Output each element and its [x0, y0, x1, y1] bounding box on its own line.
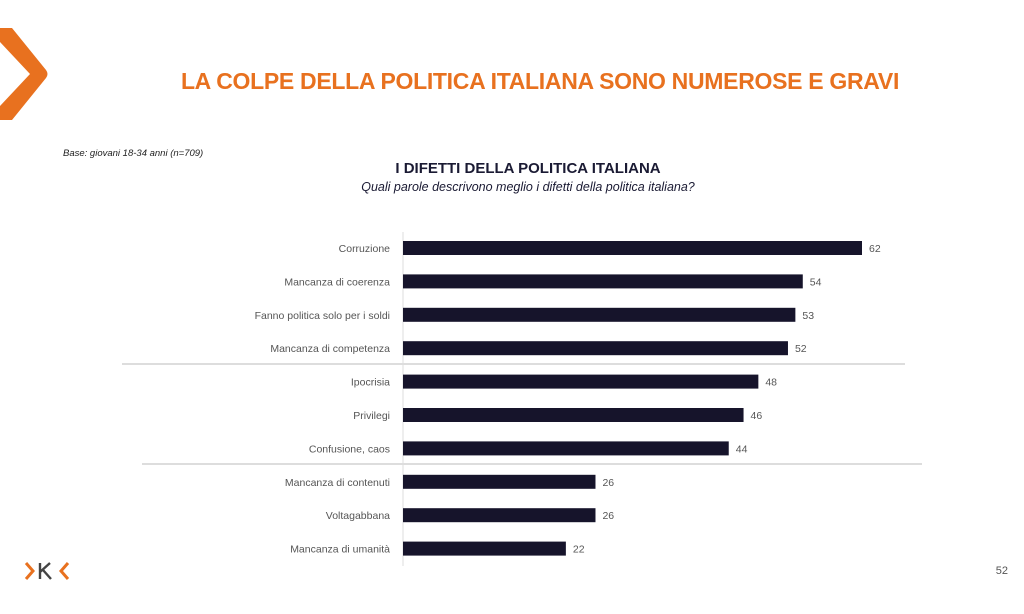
- category-label: Voltagabbana: [326, 510, 390, 522]
- category-label: Mancanza di contenuti: [285, 477, 390, 489]
- data-label: 26: [602, 510, 614, 522]
- data-label: 46: [751, 410, 763, 422]
- bar: [403, 408, 744, 422]
- data-label: 48: [765, 377, 777, 389]
- page-title: LA COLPE DELLA POLITICA ITALIANA SONO NU…: [180, 68, 900, 94]
- category-label: Mancanza di competenza: [270, 343, 390, 355]
- chart-subtitle: Quali parole descrivono meglio i difetti…: [361, 180, 695, 194]
- bar: [403, 541, 566, 556]
- data-label: 53: [802, 310, 814, 322]
- brand-logo-icon: [24, 562, 70, 580]
- data-label: 54: [810, 276, 822, 288]
- bar: [403, 274, 803, 289]
- page-number: 52: [995, 565, 1008, 577]
- category-label: Fanno politica solo per i soldi: [255, 310, 390, 322]
- bar: [403, 508, 596, 523]
- category-label: Privilegi: [353, 410, 390, 422]
- bar: [403, 474, 596, 489]
- brand-chevron-icon: [0, 28, 48, 120]
- bar: [403, 341, 788, 356]
- base-note: Base: giovani 18-34 anni (n=709): [63, 148, 204, 159]
- chart-title: I DIFETTI DELLA POLITICA ITALIANA: [395, 160, 661, 177]
- data-label: 62: [869, 243, 881, 255]
- data-label: 26: [602, 477, 614, 489]
- bar: [403, 241, 862, 255]
- data-label: 22: [573, 544, 585, 556]
- category-label: Mancanza di coerenza: [284, 276, 390, 288]
- category-label: Ipocrisia: [351, 377, 390, 389]
- category-label: Confusione, caos: [309, 443, 390, 455]
- category-label: Mancanza di umanità: [290, 544, 390, 556]
- bar: [403, 307, 796, 322]
- bar: [403, 374, 759, 389]
- bar: [403, 441, 729, 456]
- category-label: Corruzione: [339, 243, 391, 255]
- data-label: 44: [736, 443, 748, 455]
- data-label: 52: [795, 343, 807, 355]
